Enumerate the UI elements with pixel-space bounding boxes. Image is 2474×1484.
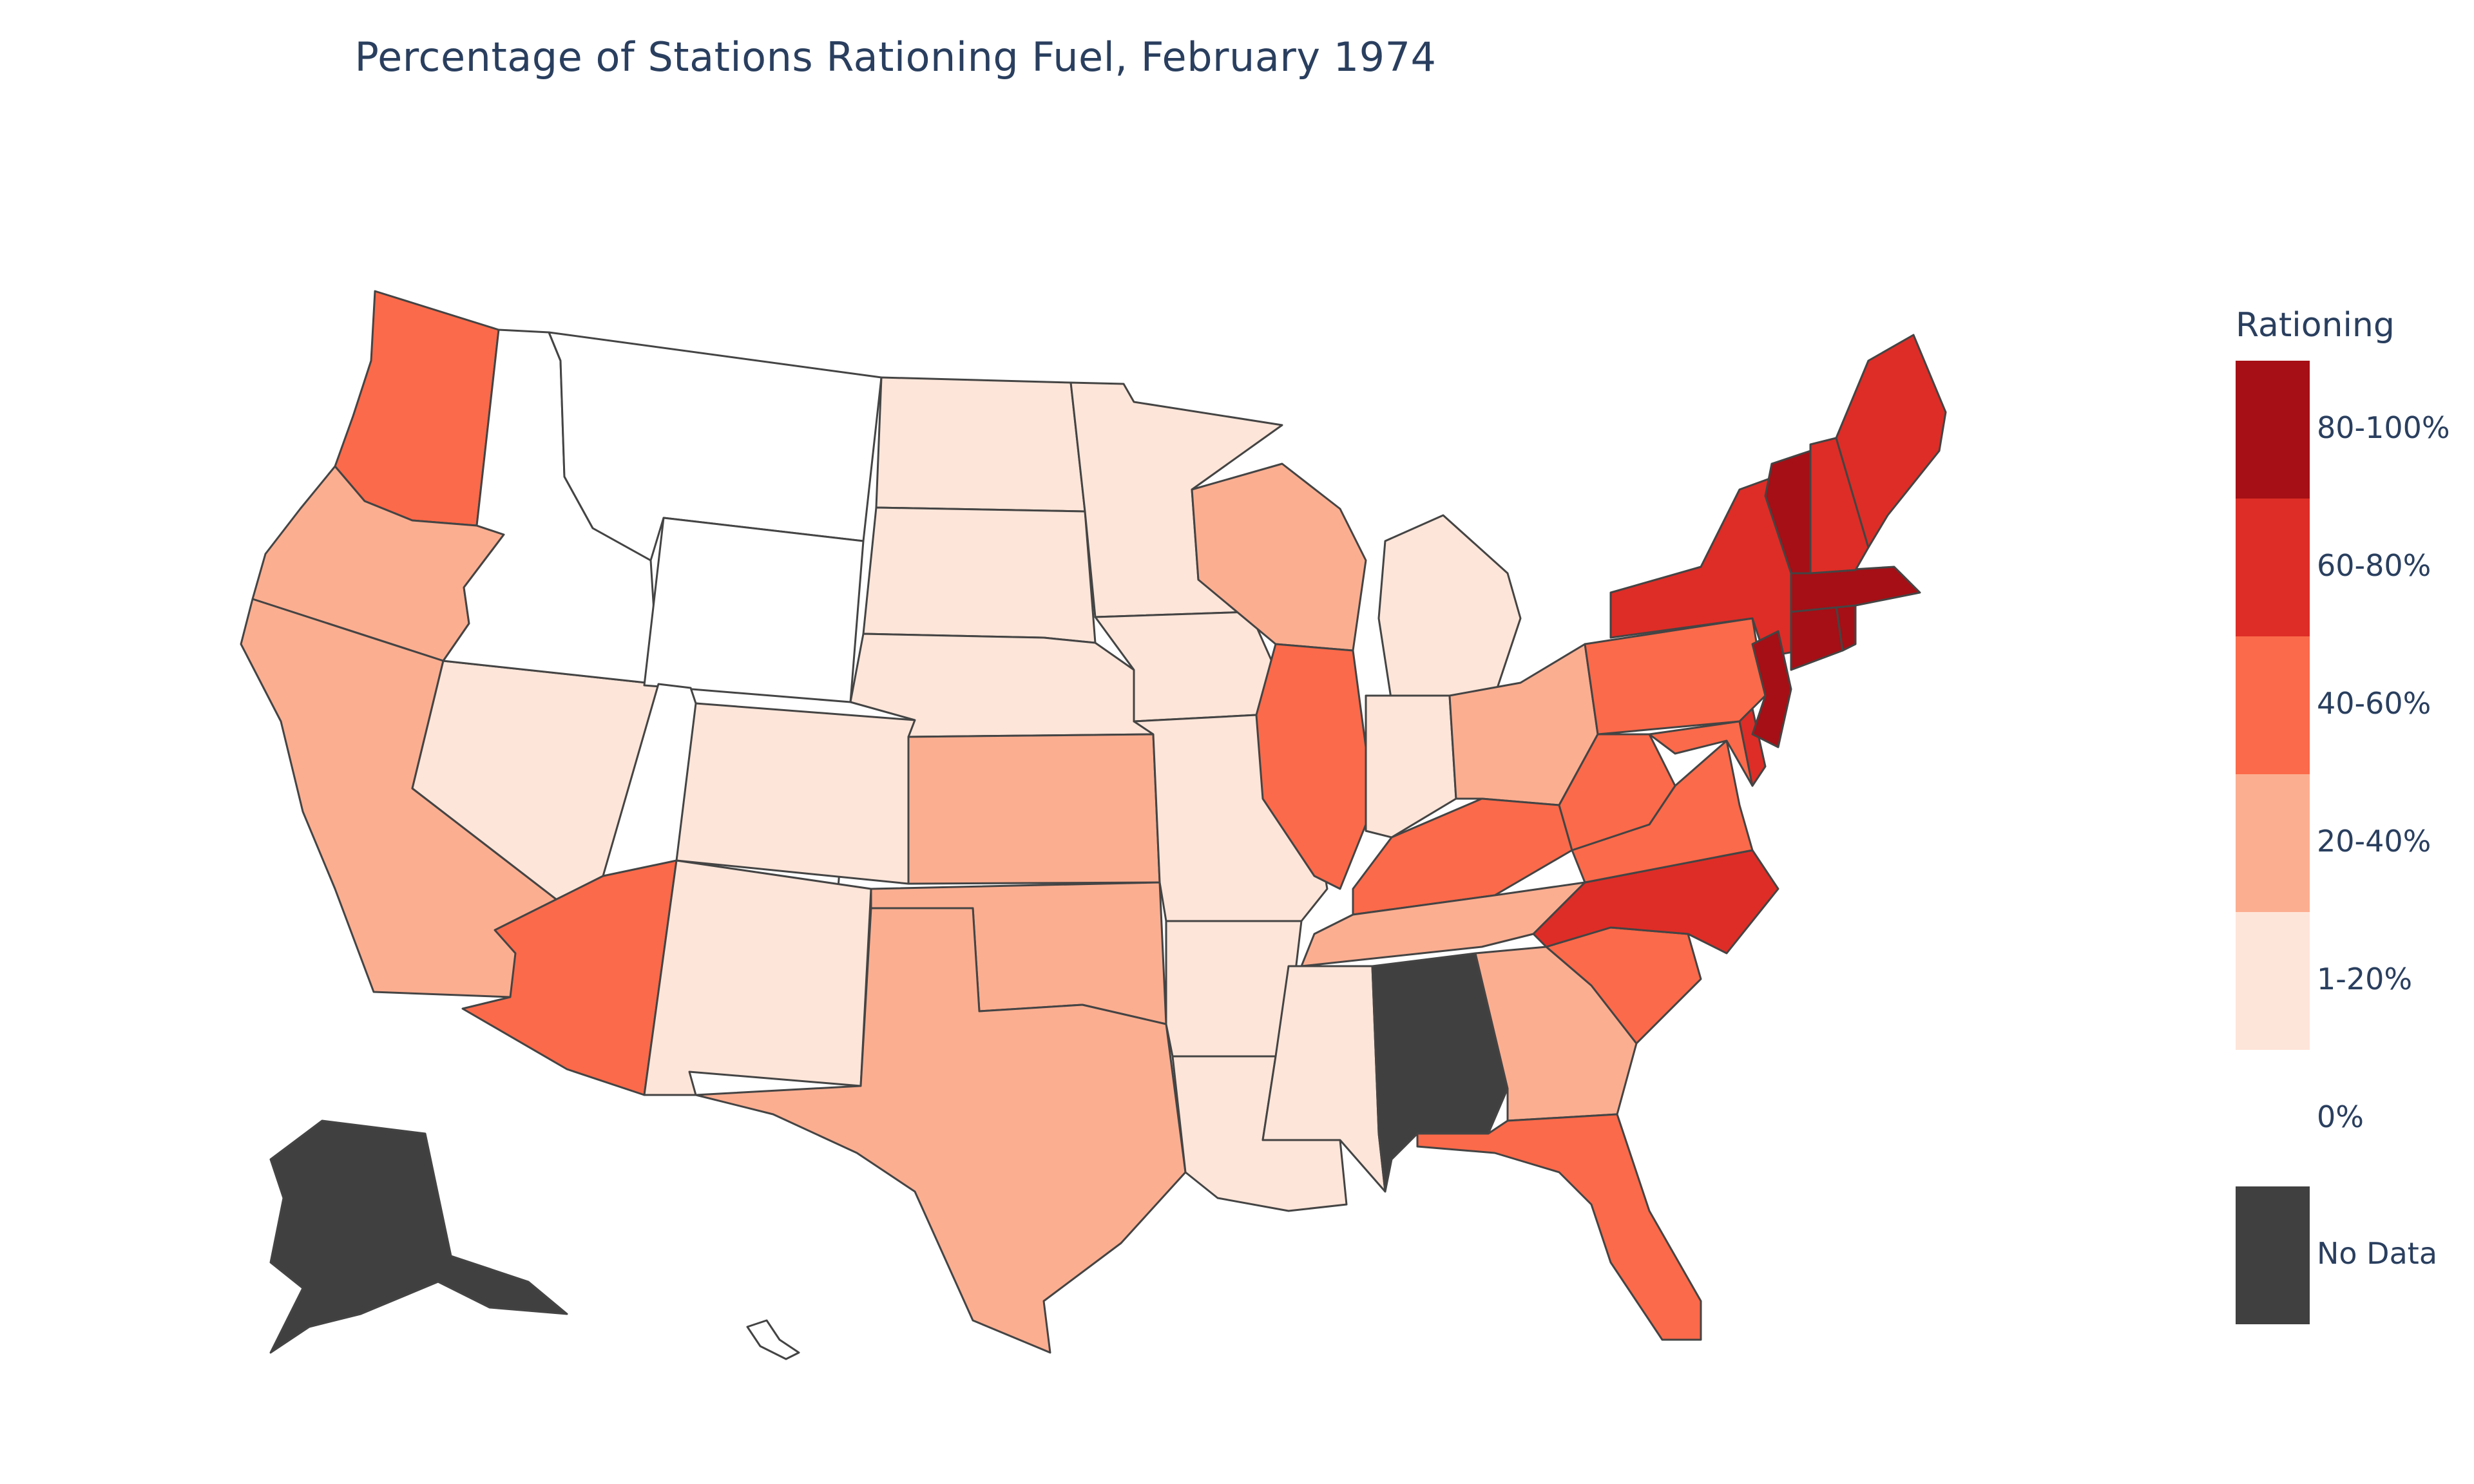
- legend-swatch-40-60-: [2236, 636, 2310, 774]
- legend-swatch-60-80-: [2236, 499, 2310, 636]
- state-fl[interactable]: [1416, 1113, 1702, 1341]
- state-ct[interactable]: [1790, 604, 1844, 671]
- state-mi[interactable]: [1377, 514, 1522, 703]
- state-de[interactable]: [1738, 707, 1767, 787]
- legend-swatch-1-20-: [2236, 912, 2310, 1050]
- legend-label: 40-60%: [2317, 686, 2431, 721]
- legend-label: 1-20%: [2317, 962, 2413, 996]
- state-md[interactable]: [1648, 720, 1754, 787]
- state-vt[interactable]: [1764, 450, 1812, 575]
- legend-swatch-no-data: [2236, 1186, 2310, 1324]
- state-hi[interactable]: [746, 1319, 800, 1360]
- chart-title: Percentage of Stations Rationing Fuel, F…: [354, 33, 1437, 81]
- state-il[interactable]: [1255, 643, 1367, 890]
- state-nd[interactable]: [875, 376, 1086, 513]
- state-ks[interactable]: [907, 733, 1161, 885]
- state-ma[interactable]: [1790, 566, 1921, 613]
- legend-label: 80-100%: [2317, 410, 2450, 445]
- state-me[interactable]: [1835, 334, 1947, 549]
- state-in[interactable]: [1365, 694, 1457, 839]
- legend-label: 60-80%: [2317, 548, 2431, 583]
- legend-swatch-20-40-: [2236, 774, 2310, 912]
- state-mt[interactable]: [548, 331, 883, 562]
- state-nh[interactable]: [1809, 437, 1870, 575]
- legend-title: Rationing: [2236, 306, 2395, 345]
- state-wa[interactable]: [334, 290, 500, 527]
- legend-swatches: [2236, 361, 2310, 1324]
- state-sd[interactable]: [862, 506, 1097, 644]
- legend-label: 0%: [2317, 1099, 2364, 1134]
- state-tx[interactable]: [695, 907, 1187, 1354]
- states-layer: [240, 290, 1947, 1360]
- legend-swatch-80-100-: [2236, 361, 2310, 499]
- state-nm[interactable]: [643, 859, 872, 1096]
- state-ak[interactable]: [269, 1119, 568, 1354]
- state-nj[interactable]: [1751, 630, 1792, 748]
- state-wy[interactable]: [643, 517, 865, 703]
- legend-label: No Data: [2317, 1236, 2438, 1271]
- legend-swatch-0-: [2236, 1050, 2310, 1188]
- state-co[interactable]: [675, 702, 916, 885]
- legend-label: 20-40%: [2317, 824, 2431, 859]
